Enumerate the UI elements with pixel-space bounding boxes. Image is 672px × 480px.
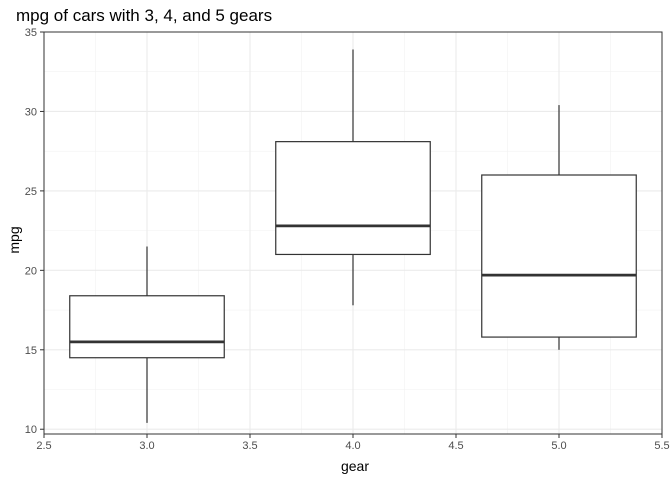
x-tick-label: 4.0 <box>345 440 360 452</box>
box-series <box>69 49 637 423</box>
iqr-box <box>69 295 225 359</box>
iqr-box <box>275 141 431 256</box>
x-tick-label: 3.5 <box>242 440 257 452</box>
x-axis: 2.5 3.0 3.5 4.0 4.5 5.0 5.5 <box>36 434 670 452</box>
y-tick-label: 25 <box>25 186 37 198</box>
iqr-box <box>481 174 637 338</box>
y-tick-label: 35 <box>25 27 37 39</box>
chart-title: mpg of cars with 3, 4, and 5 gears <box>16 6 272 25</box>
y-tick-label: 10 <box>25 424 37 436</box>
y-tick-label: 15 <box>25 345 37 357</box>
y-tick-label: 30 <box>25 106 37 118</box>
box-gear-3 <box>69 246 225 423</box>
x-tick-label: 4.5 <box>448 440 463 452</box>
x-tick-label: 5.0 <box>551 440 566 452</box>
x-tick-label: 3.0 <box>139 440 154 452</box>
y-axis: 10 15 20 25 30 35 <box>25 27 44 436</box>
x-axis-title: gear <box>341 458 369 474</box>
box-gear-5 <box>481 105 637 350</box>
x-tick-label: 2.5 <box>36 440 51 452</box>
y-tick-label: 20 <box>25 265 37 277</box>
x-tick-label: 5.5 <box>654 440 669 452</box>
box-gear-4 <box>275 49 431 306</box>
y-axis-title: mpg <box>6 226 22 253</box>
